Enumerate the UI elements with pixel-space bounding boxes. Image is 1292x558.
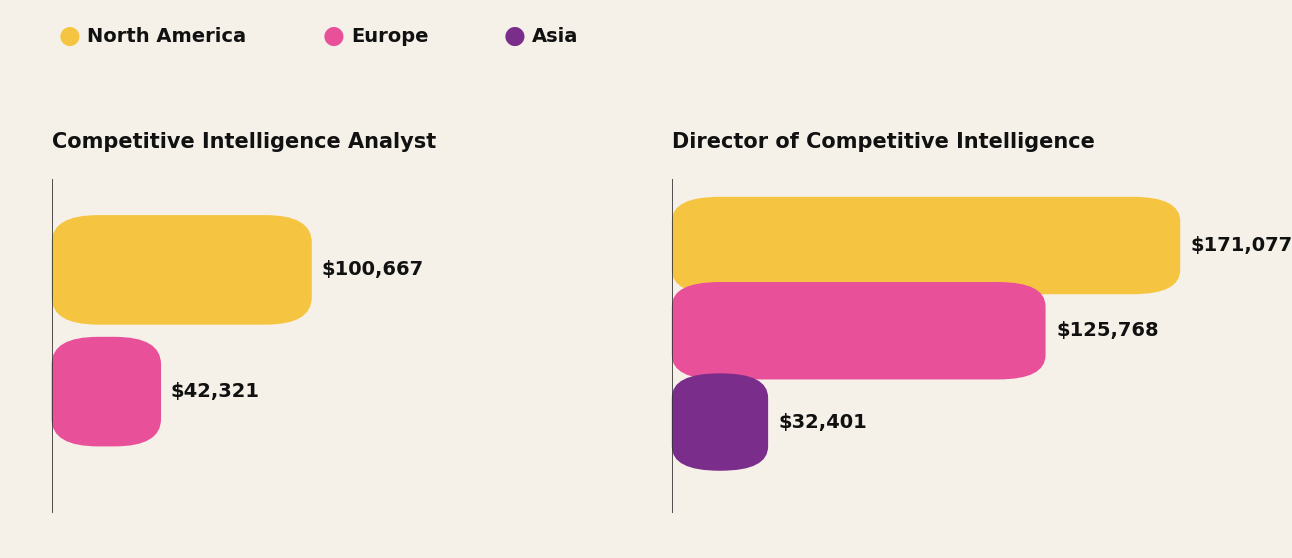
Text: $32,401: $32,401 bbox=[779, 412, 867, 431]
Text: $100,667: $100,667 bbox=[322, 261, 424, 280]
FancyBboxPatch shape bbox=[52, 337, 162, 446]
FancyBboxPatch shape bbox=[52, 215, 311, 325]
Text: $125,768: $125,768 bbox=[1057, 321, 1159, 340]
Text: Director of Competitive Intelligence: Director of Competitive Intelligence bbox=[672, 132, 1094, 152]
Text: ●: ● bbox=[323, 24, 345, 49]
Text: $42,321: $42,321 bbox=[171, 382, 260, 401]
Text: $171,077: $171,077 bbox=[1191, 236, 1292, 255]
FancyBboxPatch shape bbox=[672, 282, 1045, 379]
Text: Asia: Asia bbox=[532, 27, 579, 46]
Text: ●: ● bbox=[58, 24, 80, 49]
Text: Competitive Intelligence Analyst: Competitive Intelligence Analyst bbox=[52, 132, 435, 152]
FancyBboxPatch shape bbox=[672, 197, 1180, 294]
Text: Europe: Europe bbox=[351, 27, 429, 46]
Text: ●: ● bbox=[504, 24, 526, 49]
Text: North America: North America bbox=[87, 27, 245, 46]
FancyBboxPatch shape bbox=[672, 373, 769, 471]
